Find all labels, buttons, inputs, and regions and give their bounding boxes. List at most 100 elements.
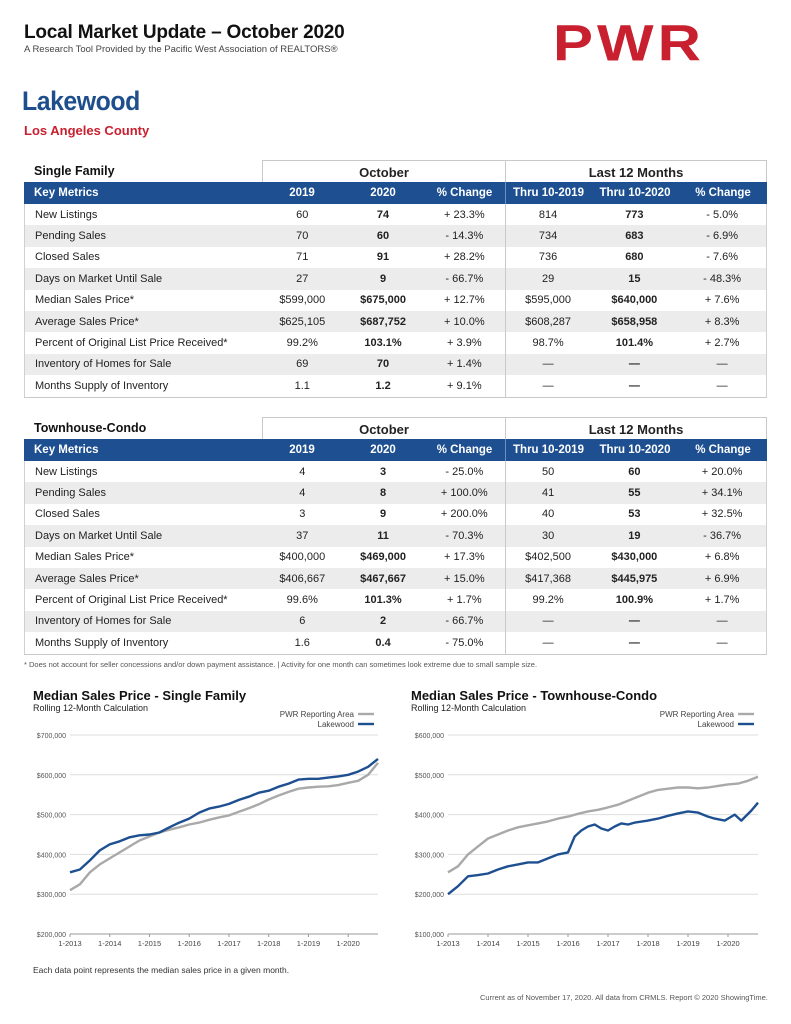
x-tick-label: 1-2015 xyxy=(516,939,539,948)
x-tick-label: 1-2013 xyxy=(436,939,459,948)
column-header: 2019 xyxy=(289,187,315,199)
table-row: Average Sales Price* $625,105 $687,752 + 10… xyxy=(24,310,767,333)
table-cell: $417,368 xyxy=(504,567,591,590)
column-header: % Change xyxy=(436,187,493,199)
table-cell: + 6.8% xyxy=(704,551,740,564)
table-cell: 6 xyxy=(299,615,306,628)
table-cell: 70 xyxy=(376,358,390,371)
table-cell: + 10.0% xyxy=(443,315,485,328)
table-cell: + 15.0% xyxy=(443,572,485,585)
table-header-row: Key Metrics 2019 2020 % Change Thru 10-2… xyxy=(24,439,767,461)
page-title: Local Market Update – October 2020 xyxy=(24,22,345,43)
table-cell: $445,975 xyxy=(611,572,658,585)
table-cell: - 14.3% xyxy=(445,230,484,243)
city-name: Lakewood xyxy=(22,86,140,116)
table-cell: Median Sales Price* xyxy=(35,551,135,564)
column-header: Thru 10-2019 xyxy=(505,182,591,204)
table-cell: 4 xyxy=(299,487,306,500)
table-cell: Inventory of Homes for Sale xyxy=(35,615,172,628)
table-row: Months Supply of Inventory 1.6 0.4 - 75.0% —… xyxy=(24,632,767,654)
table-cell: $640,000 xyxy=(611,294,658,307)
table-cell: 101.3% xyxy=(364,594,402,607)
table-cell: $469,000 xyxy=(360,551,406,564)
table-cell: $599,000 xyxy=(279,294,326,307)
table-cell: Closed Sales xyxy=(35,508,100,521)
table-cell: 69 xyxy=(296,358,309,371)
table-cell: 30 xyxy=(504,525,591,547)
table-cell: 101.4% xyxy=(615,337,654,350)
table-cell: 4 xyxy=(299,465,306,478)
table-cell: 8 xyxy=(379,487,387,500)
table-cell: 60 xyxy=(628,465,641,478)
table-cell: $595,000 xyxy=(504,289,591,311)
table-row: Closed Sales 3 9 + 200.0% 40 53 + 32.5% xyxy=(24,503,767,526)
x-tick-label: 1-2017 xyxy=(596,939,619,948)
table-cell: Days on Market Until Sale xyxy=(35,529,163,542)
table-cell: - 25.0% xyxy=(445,465,484,478)
table-cell: 9 xyxy=(379,272,387,285)
table-cell: + 34.1% xyxy=(701,487,743,500)
chart-title-block: Median Sales Price - Single Family Rolli… xyxy=(33,688,246,713)
table-cell: + 17.3% xyxy=(443,551,485,564)
townhouse-condo-table: Townhouse-Condo October Last 12 Months K… xyxy=(24,417,767,655)
table-cell: $625,105 xyxy=(279,315,326,328)
table-cell: Months Supply of Inventory xyxy=(35,636,169,649)
x-tick-label: 1-2014 xyxy=(98,939,121,948)
y-tick-label: $200,000 xyxy=(415,892,444,899)
table-group-name: Single Family xyxy=(34,164,115,178)
chart-subtitle: Rolling 12-Month Calculation xyxy=(411,703,527,713)
table-row: Pending Sales 70 60 - 14.3% 734 683 - 6.9% xyxy=(24,225,767,247)
y-tick-label: $400,000 xyxy=(415,813,444,820)
table-row: Closed Sales 71 91 + 28.2% 736 680 - 7.6% xyxy=(24,246,767,269)
y-tick-label: $600,000 xyxy=(37,773,66,780)
table-cell: 1.6 xyxy=(294,636,310,649)
table-row: New Listings 4 3 - 25.0% 50 60 + 20.0% xyxy=(24,461,767,483)
table-cell: + 1.7% xyxy=(704,594,740,607)
table-cell: New Listings xyxy=(35,208,98,221)
table-row: Days on Market Until Sale 27 9 - 66.7% 29 15 -… xyxy=(24,268,767,290)
table-row: Average Sales Price* $406,667 $467,667 + 15… xyxy=(24,567,767,590)
series-line xyxy=(447,775,759,874)
table-cell: 680 xyxy=(625,251,644,264)
table-cell: 37 xyxy=(296,529,309,542)
table-cell: + 6.9% xyxy=(704,572,740,585)
table-cell: + 32.5% xyxy=(701,508,743,521)
table-row: Median Sales Price* $599,000 $675,000 + 12.… xyxy=(24,289,767,311)
chart-title: Median Sales Price - Townhouse-Condo xyxy=(411,688,658,703)
townhouse-condo-price-chart: $100,000 $200,000 $300,000 $400,000 $500,000… xyxy=(415,710,759,948)
y-tick-label: $300,000 xyxy=(37,892,66,899)
table-cell: — xyxy=(504,610,591,633)
column-header: Thru 10-2019 xyxy=(505,439,591,461)
column-header: % Change xyxy=(695,187,751,199)
table-cell: 27 xyxy=(296,272,309,285)
table-cell: 2 xyxy=(379,615,387,628)
table-cell: 99.6% xyxy=(286,594,318,607)
table-cell: $658,958 xyxy=(611,315,658,328)
single-family-price-chart: $200,000 $300,000 $400,000 $500,000 $600,000… xyxy=(37,710,379,948)
table-cell: - 36.7% xyxy=(703,529,742,542)
table-row: Months Supply of Inventory 1.1 1.2 + 9.1% — —… xyxy=(24,375,767,397)
y-tick-label: $500,000 xyxy=(37,813,66,820)
legend-label: PWR Reporting Area xyxy=(280,710,355,719)
table-cell: - 48.3% xyxy=(703,272,742,285)
x-tick-label: 1-2016 xyxy=(556,939,579,948)
table-cell: Days on Market Until Sale xyxy=(35,272,163,285)
table-cell: 99.2% xyxy=(504,589,591,611)
y-tick-label: $600,000 xyxy=(415,733,444,740)
x-tick-label: 1-2019 xyxy=(676,939,699,948)
table-cell: + 20.0% xyxy=(701,465,743,478)
table-cell: $400,000 xyxy=(279,551,326,564)
page-subtitle: A Research Tool Provided by the Pacific … xyxy=(24,44,338,55)
pwr-logo: PWR xyxy=(553,14,705,72)
table-cell: $608,287 xyxy=(504,310,591,333)
table-cell: $430,000 xyxy=(611,551,658,564)
table-row: Days on Market Until Sale 37 11 - 70.3% 30 19… xyxy=(24,525,767,547)
table-cell: - 70.3% xyxy=(445,529,484,542)
table-row: Percent of Original List Price Received*… xyxy=(24,332,767,354)
county-name: Los Angeles County xyxy=(24,123,150,138)
table-cell: Median Sales Price* xyxy=(35,294,135,307)
table-cell: 11 xyxy=(377,529,389,542)
table-cell: Pending Sales xyxy=(35,230,106,243)
table-cell: 3 xyxy=(299,508,306,521)
table-cell: - 7.6% xyxy=(706,251,739,264)
